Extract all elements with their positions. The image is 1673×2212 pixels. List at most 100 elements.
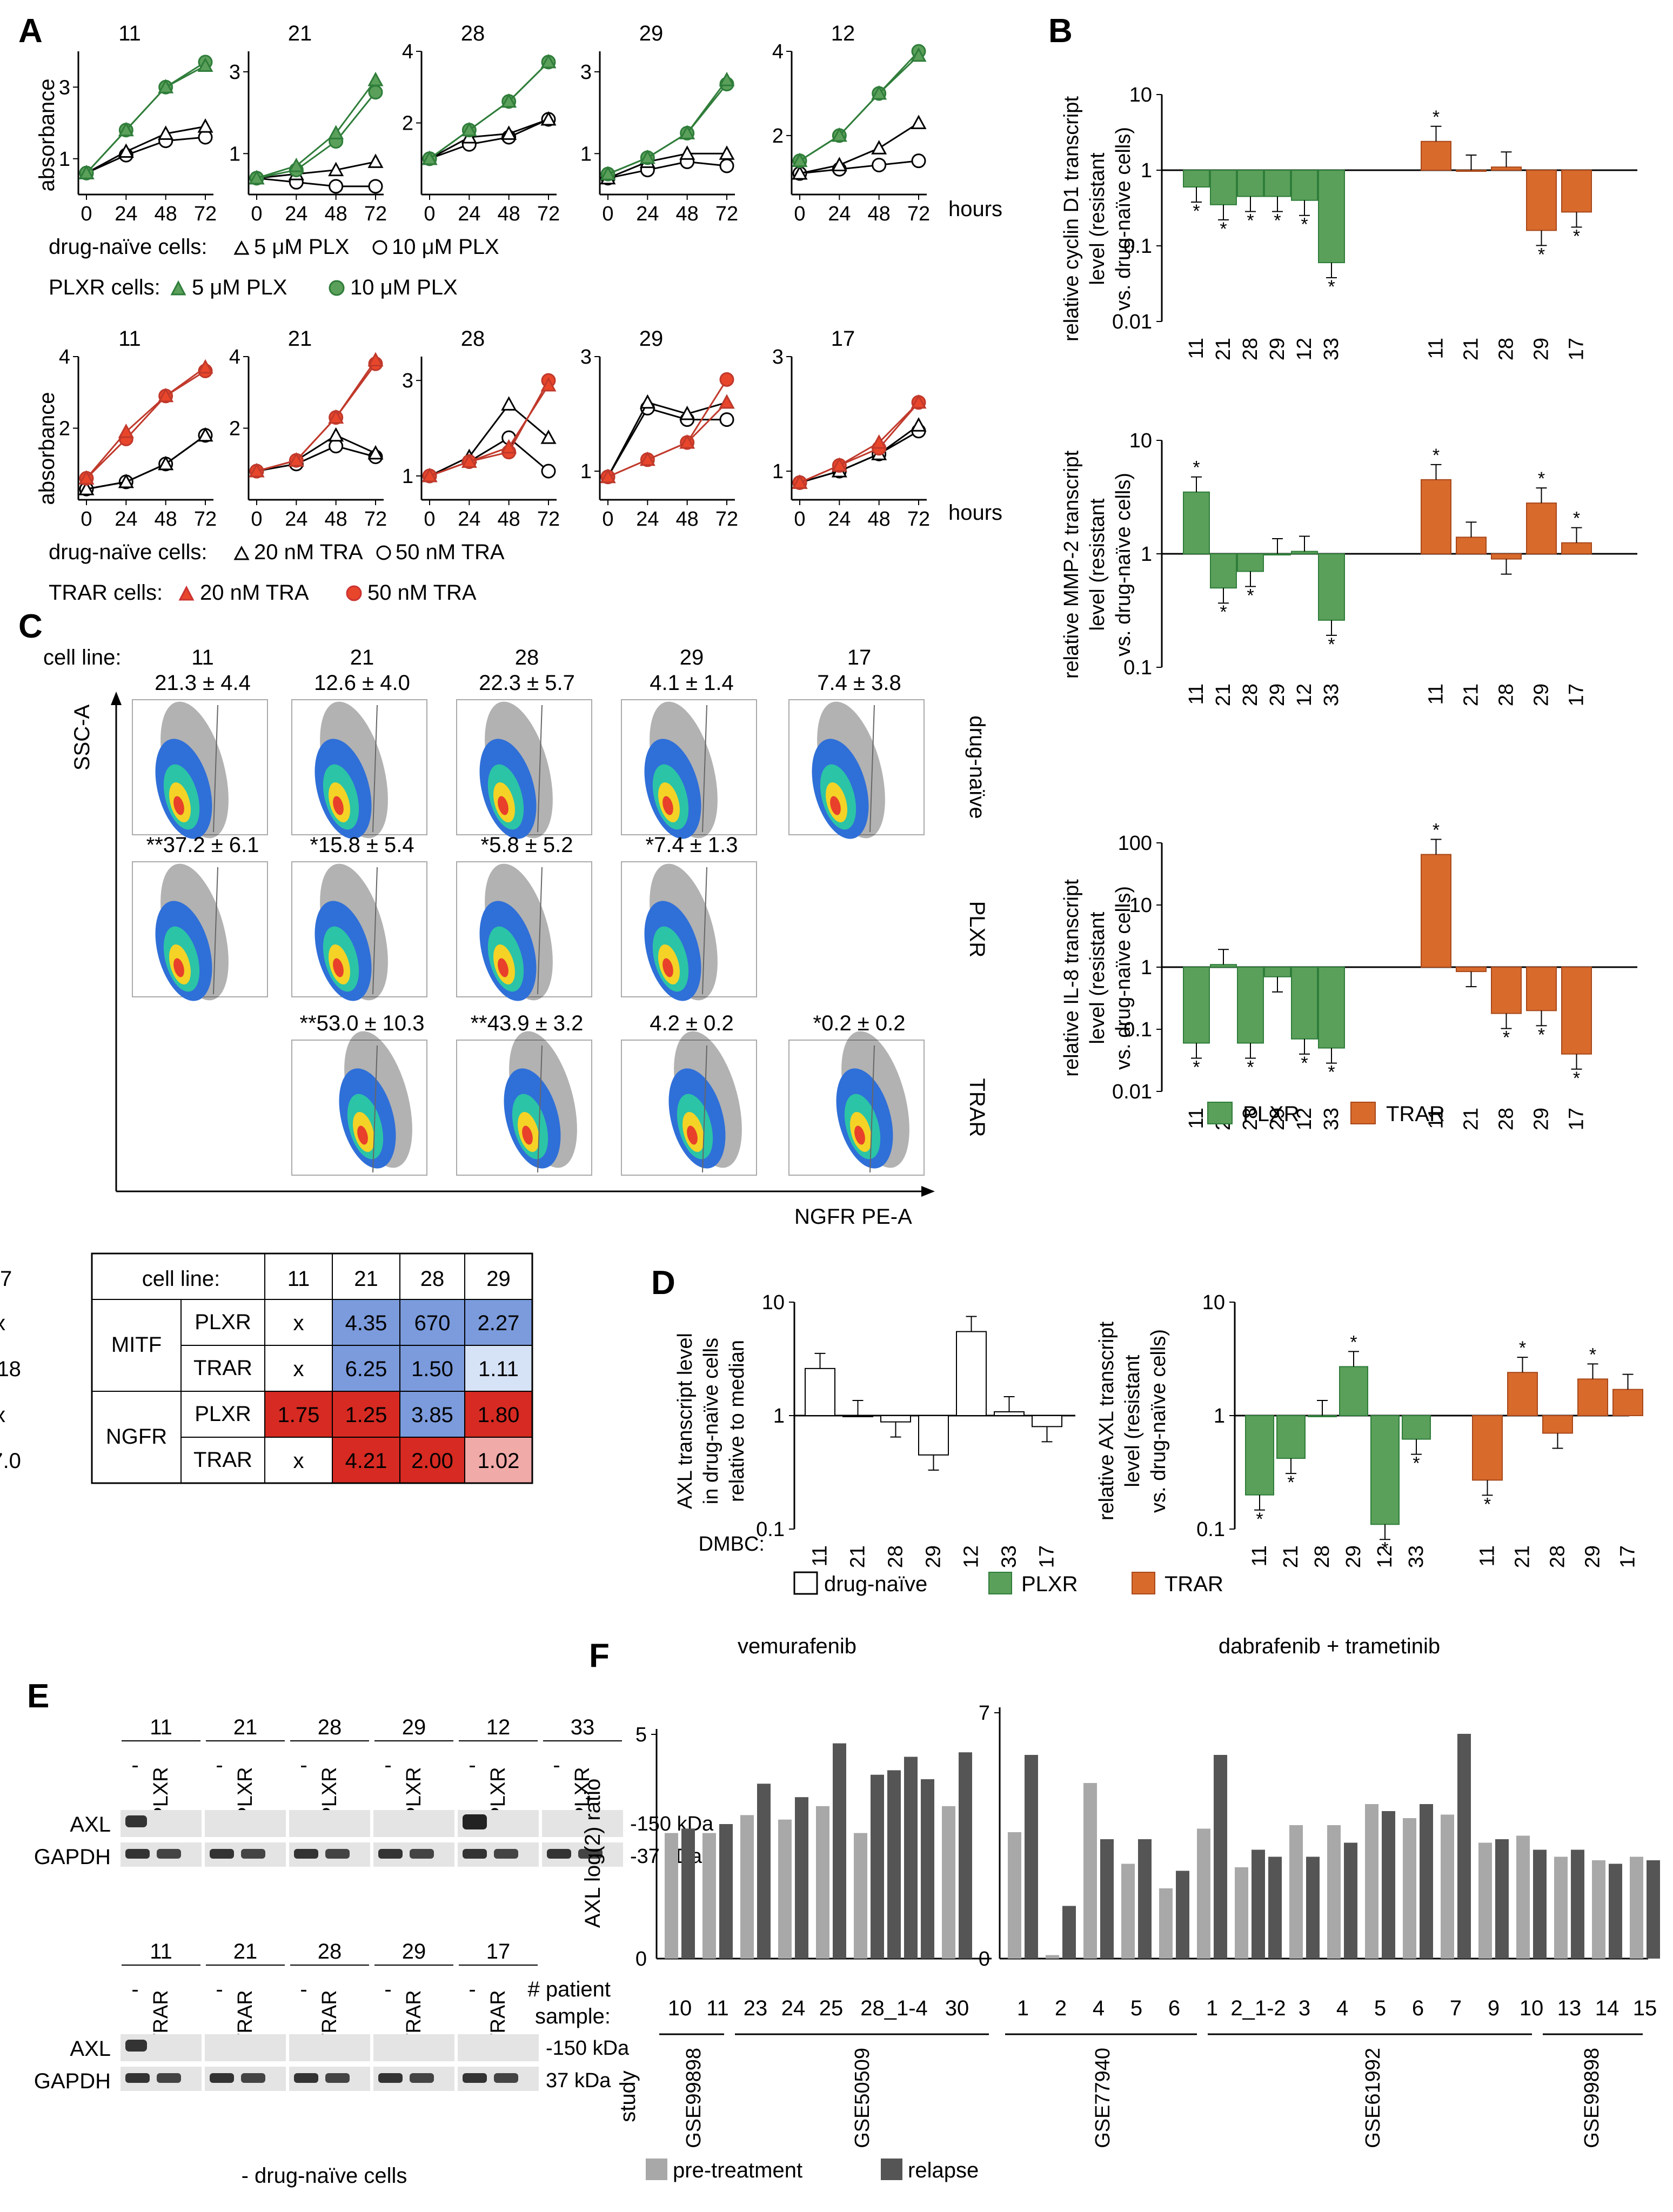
y-axis-label: vs. drug-naïve cells) <box>1112 127 1135 311</box>
series-line-res_circ <box>799 50 920 162</box>
significance-star: * <box>1247 586 1254 606</box>
data-point-naive_circ <box>541 464 556 479</box>
significance-star: * <box>1193 1057 1200 1078</box>
significance-star: * <box>1274 211 1281 231</box>
y-tick-label: 2 <box>402 112 413 135</box>
patient-sample-label: 15 <box>1633 1996 1657 2020</box>
density-red <box>522 1125 533 1145</box>
gate-line <box>372 705 378 833</box>
bar-21 <box>1456 170 1487 172</box>
series-line-naive_circ <box>799 160 919 175</box>
legend-pre-text: pre-treatment <box>673 2159 802 2182</box>
x-tick-label: 24 <box>115 203 137 225</box>
data-point-naive_tri <box>911 417 927 432</box>
x-tick-label: 72 <box>194 508 217 531</box>
significance-star: * <box>1433 107 1440 128</box>
bar-label: 28 <box>1495 338 1518 360</box>
lane-naive-label: - <box>384 1978 391 2001</box>
data-point-res_tri <box>871 85 887 100</box>
panel-label-d: D <box>651 1264 675 1302</box>
gapdh-band <box>294 1849 318 1859</box>
patient-sample-label: 2 <box>1055 1996 1067 2020</box>
series-line-naive_tri <box>607 152 727 179</box>
pre-treatment-bar <box>816 1806 829 1959</box>
bar-33 <box>1318 967 1345 1049</box>
series-line-res_circ <box>256 91 377 179</box>
bar-17 <box>1561 170 1592 213</box>
cell-line-col-label: 17 <box>847 646 872 669</box>
relapse-bar <box>1214 1755 1227 1959</box>
pre-treatment-bar <box>1159 1888 1173 1959</box>
y-tick-label: 1 <box>773 1405 785 1427</box>
bar-28 <box>1491 553 1522 560</box>
density-red <box>173 958 184 977</box>
y-axis-label: relative cyclin D1 transcript <box>1060 96 1083 341</box>
bar-label: 12 <box>960 1545 983 1568</box>
bar-29 <box>1526 170 1557 231</box>
lane-naive-label: - <box>131 1753 138 1777</box>
density-red <box>662 958 673 977</box>
bar-label: 11 <box>1425 683 1448 705</box>
table-cell-value: x <box>293 1311 304 1335</box>
significance-star: * <box>1503 1028 1510 1048</box>
bar-label: 21 <box>1460 338 1483 360</box>
patient-sample-label: 6 <box>1412 1996 1424 2020</box>
pre-treatment-bar <box>1083 1783 1097 1959</box>
series-line-res_tri <box>256 359 377 472</box>
lane-naive-label: - <box>384 1753 391 1777</box>
gapdh-band <box>547 1849 571 1859</box>
patient-sample-label: 30 <box>945 1996 969 2020</box>
x-tick-label: 0 <box>424 508 435 531</box>
gapdh-band <box>125 1849 150 1859</box>
row-label: drug-naïve <box>965 715 989 819</box>
bar-28 <box>1237 170 1264 197</box>
data-point-naive_tri <box>197 427 213 442</box>
table-cell-value: 670 <box>414 1311 451 1335</box>
x-tick-label: 48 <box>868 508 891 531</box>
ngfr-percentage: *5.8 ± 5.2 <box>481 833 573 857</box>
table-cell-value: x <box>0 1311 5 1335</box>
absorbance-plot-3: 29 1 3 0 24 48 72 <box>580 327 738 531</box>
flow-density-plot <box>788 1031 925 1176</box>
x-tick-label: 24 <box>458 508 480 531</box>
data-point-res_circ <box>719 372 734 387</box>
data-point-naive_tri <box>158 125 174 140</box>
data-point-res_tri <box>679 434 695 449</box>
absorbance-plot-3: 29 1 3 0 24 48 72 <box>580 22 738 225</box>
relapse-bar <box>1457 1734 1471 1959</box>
table-row-label: TRAR <box>193 1448 252 1472</box>
y-tick-label: 0.1 <box>1123 656 1152 679</box>
ngfr-percentage: **53.0 ± 10.3 <box>299 1011 424 1035</box>
x-tick-label: 24 <box>115 508 137 531</box>
significance-star: * <box>1220 219 1227 239</box>
data-point-res_tri <box>501 93 517 108</box>
data-point-naive_tri <box>719 145 735 160</box>
relapse-bar <box>1306 1856 1320 1959</box>
x-tick-label: 0 <box>424 203 435 225</box>
transcript-chart-2: 100 10 1 0.1 0.01 relative IL-8 transcript lev… <box>1060 820 1637 1130</box>
lane-naive-label: - <box>216 1978 223 2001</box>
relapse-bar <box>1420 1804 1433 1959</box>
pre-treatment-bar <box>665 1833 678 1959</box>
arrow-up-icon <box>111 692 122 705</box>
bar-label: 11 <box>1425 338 1448 359</box>
bar-label: 33 <box>1320 683 1343 706</box>
series-line-res_tri <box>429 385 550 477</box>
ngfr-percentage: *7.4 ± 1.3 <box>646 833 738 857</box>
bar-label: 12 <box>1293 1108 1316 1130</box>
legend-plxr-swatch-d <box>988 1572 1012 1594</box>
y-tick-label: 7 <box>979 1702 990 1725</box>
axl-label: AXL <box>70 2037 111 2061</box>
table-cell-value: 1.02 <box>478 1449 520 1473</box>
legend-trar-swatch-d <box>1132 1572 1155 1594</box>
bar-29 <box>1526 967 1557 1011</box>
bar-label: 12 <box>1293 683 1316 706</box>
flow-density-plot <box>291 1031 427 1176</box>
gate-line <box>213 705 218 833</box>
y-axis-label: relative MMP-2 transcript <box>1060 450 1083 679</box>
data-point-res_tri <box>197 359 213 374</box>
relapse-bar <box>681 1828 695 1959</box>
bar-label: 29 <box>1530 1108 1553 1130</box>
data-point-res_circ <box>368 85 383 100</box>
